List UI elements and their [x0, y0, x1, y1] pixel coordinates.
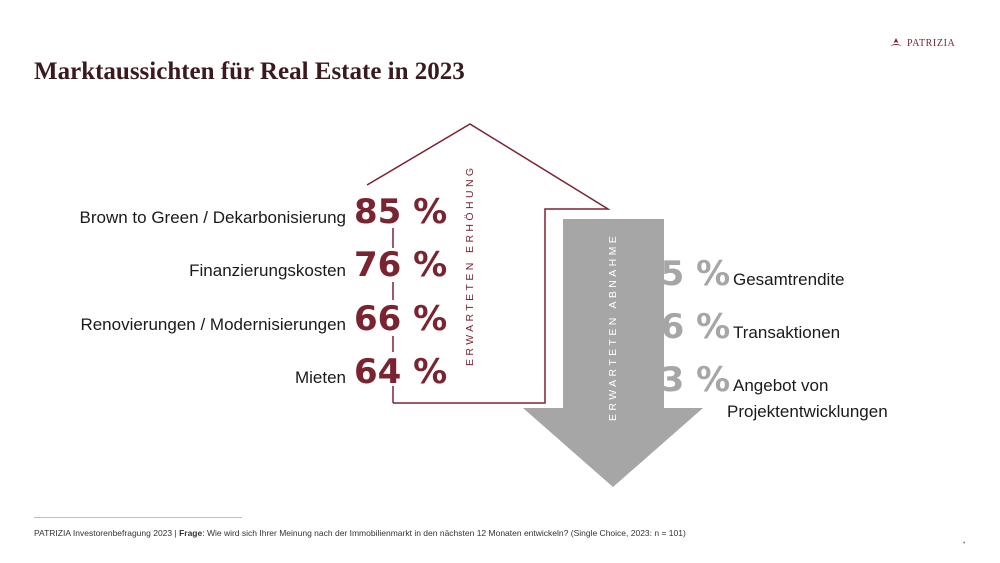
increase-item: Renovierungen / Modernisierungen 66 % — [80, 299, 448, 339]
increase-item: Mieten 64 % — [294, 352, 448, 392]
decrease-item-label: Angebot von — [733, 376, 829, 395]
decrease-item-value: 66 % — [637, 307, 731, 347]
increase-item-label: Renovierungen / Modernisierungen — [80, 315, 346, 334]
decrease-item-label-continued: Projektentwicklungen — [727, 402, 888, 421]
increase-item-value: 66 % — [354, 299, 448, 339]
brand-logo: PATRIZIA — [889, 37, 955, 49]
decrease-item-value: 55 % — [637, 254, 731, 294]
page-marker: • — [963, 540, 966, 547]
increase-item: Brown to Green / Dekarbonisierung 85 % — [79, 192, 448, 232]
increase-item-value: 64 % — [354, 352, 448, 392]
increase-item-value: 76 % — [354, 245, 448, 285]
increase-item-label: Finanzierungskosten — [189, 261, 346, 280]
footnote-source: PATRIZIA Investorenbefragung 2023 | — [34, 528, 180, 538]
footnote-divider — [34, 517, 242, 518]
footnote-question-text: : Wie wird sich Ihrer Meinung nach der I… — [202, 528, 686, 538]
increase-item: Finanzierungskosten 76 % — [189, 245, 448, 285]
decrease-item: 66 % Transaktionen — [637, 307, 840, 347]
footnote: PATRIZIA Investorenbefragung 2023 | Frag… — [34, 528, 686, 538]
decrease-item-value: 73 % — [637, 360, 731, 400]
decrease-item-label: Transaktionen — [733, 323, 841, 342]
brand-name: PATRIZIA — [907, 37, 956, 49]
increase-label: ERWARTETEN ERHÖHUNG — [464, 164, 476, 367]
decrease-item: 73 % Angebot von — [637, 360, 828, 400]
footnote-question-label: Frage — [179, 528, 203, 538]
increase-item-label: Brown to Green / Dekarbonisierung — [79, 208, 346, 227]
increase-item-value: 85 % — [354, 192, 448, 232]
increase-item-label: Mieten — [294, 368, 346, 387]
decrease-label: ERWARTETEN ABNAHME — [607, 232, 619, 421]
decrease-item: 55 % Gesamtrendite — [637, 254, 845, 294]
page-title: Marktaussichten für Real Estate in 2023 — [34, 58, 465, 85]
decrease-item-label: Gesamtrendite — [733, 270, 845, 289]
patrizia-logo-icon — [890, 38, 902, 46]
